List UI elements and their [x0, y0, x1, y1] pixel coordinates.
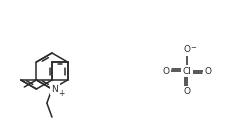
Text: O: O — [163, 67, 169, 75]
Text: O: O — [183, 87, 190, 96]
Text: O: O — [204, 67, 212, 75]
Text: +: + — [58, 90, 64, 99]
Text: −: − — [190, 45, 196, 51]
Text: N: N — [52, 84, 58, 94]
Text: O: O — [183, 46, 190, 54]
Text: Cl: Cl — [183, 67, 191, 75]
